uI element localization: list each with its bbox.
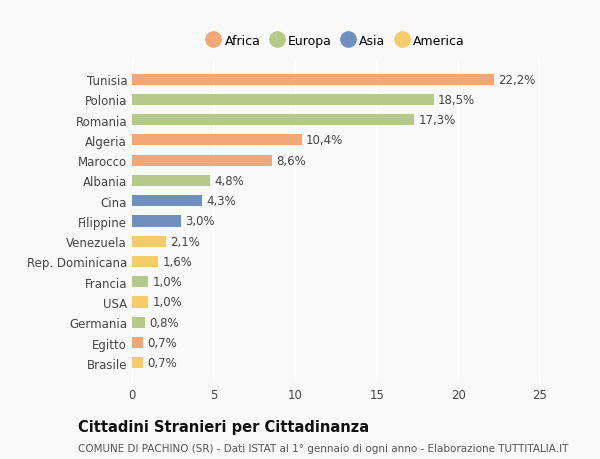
Text: 1,6%: 1,6% bbox=[162, 255, 192, 269]
Text: 22,2%: 22,2% bbox=[499, 73, 536, 86]
Text: 1,0%: 1,0% bbox=[152, 296, 182, 309]
Text: COMUNE DI PACHINO (SR) - Dati ISTAT al 1° gennaio di ogni anno - Elaborazione TU: COMUNE DI PACHINO (SR) - Dati ISTAT al 1… bbox=[78, 443, 568, 453]
Text: 1,0%: 1,0% bbox=[152, 276, 182, 289]
Text: 0,8%: 0,8% bbox=[149, 316, 179, 329]
Bar bbox=[132, 358, 143, 369]
Text: 8,6%: 8,6% bbox=[277, 154, 306, 167]
Bar bbox=[132, 277, 148, 288]
Legend: Africa, Europa, Asia, America: Africa, Europa, Asia, America bbox=[202, 30, 470, 53]
Bar bbox=[132, 317, 145, 328]
Bar bbox=[132, 175, 211, 187]
Bar bbox=[132, 95, 434, 106]
Text: 3,0%: 3,0% bbox=[185, 215, 215, 228]
Bar bbox=[132, 297, 148, 308]
Bar bbox=[132, 236, 166, 247]
Text: 0,7%: 0,7% bbox=[148, 357, 177, 369]
Text: 10,4%: 10,4% bbox=[306, 134, 343, 147]
Bar bbox=[132, 196, 202, 207]
Text: Cittadini Stranieri per Cittadinanza: Cittadini Stranieri per Cittadinanza bbox=[78, 419, 369, 434]
Text: 2,1%: 2,1% bbox=[170, 235, 200, 248]
Bar bbox=[132, 115, 415, 126]
Text: 18,5%: 18,5% bbox=[438, 94, 475, 106]
Text: 4,3%: 4,3% bbox=[206, 195, 236, 208]
Text: 0,7%: 0,7% bbox=[148, 336, 177, 349]
Bar bbox=[132, 337, 143, 348]
Bar bbox=[132, 135, 302, 146]
Bar bbox=[132, 216, 181, 227]
Bar bbox=[132, 74, 494, 85]
Bar bbox=[132, 256, 158, 268]
Bar bbox=[132, 155, 272, 166]
Text: 17,3%: 17,3% bbox=[418, 114, 455, 127]
Text: 4,8%: 4,8% bbox=[214, 174, 244, 188]
